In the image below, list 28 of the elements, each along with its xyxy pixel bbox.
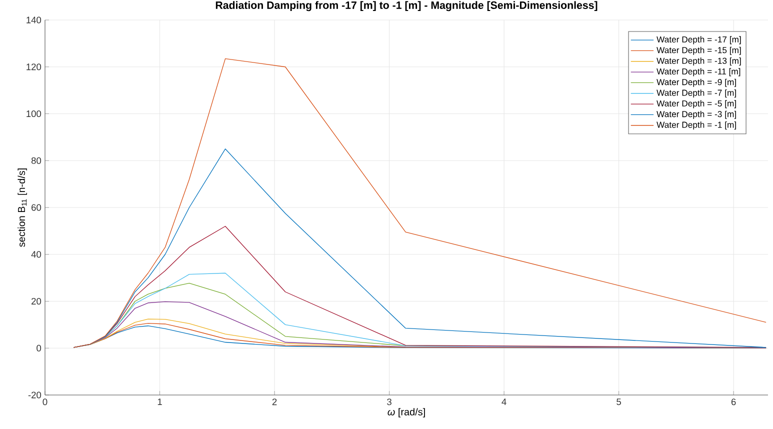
legend-label: Water Depth = -17 [m]: [656, 36, 741, 44]
x-tick-label: 6: [731, 398, 736, 406]
legend-label: Water Depth = -7 [m]: [656, 89, 736, 98]
y-tick-label: 0: [36, 344, 42, 352]
y-tick-label: 40: [31, 251, 42, 258]
legend-label: Water Depth = -9 [m]: [656, 78, 736, 87]
y-axis-title: section B$_{11}$ [n-d/s]: [18, 168, 27, 247]
y-tick-label: 80: [31, 157, 42, 164]
x-tick-label: 2: [272, 398, 277, 406]
legend-label: Water Depth = -5 [m]: [656, 100, 736, 108]
y-tick-label: 120: [26, 64, 42, 70]
x-tick-label: 1: [158, 398, 162, 405]
legend-label: Water Depth = -15 [m]: [656, 46, 741, 55]
x-tick-label: 4: [502, 398, 506, 405]
y-tick-label: -20: [28, 392, 42, 398]
x-tick-label: 5: [616, 398, 621, 406]
y-tick-label: 60: [32, 204, 42, 211]
y-tick-label: 100: [26, 110, 42, 118]
x-tick-label: 3: [387, 398, 392, 406]
y-tick-label: 20: [32, 298, 42, 305]
chart-title: Radiation Damping from -17 [m] to -1 [m] - Magnitude [Semi-Dimensionless]: [216, 1, 598, 12]
x-axis-title: ω [rad/s]: [388, 408, 425, 418]
legend-label: Water Depth = -11 [m]: [656, 68, 740, 76]
y-tick-label: 140: [26, 16, 42, 24]
legend-label: Water Depth = -1 [m]: [656, 121, 736, 130]
legend-label: Water Depth = -13 [m]: [656, 58, 741, 66]
x-tick-label: 0: [42, 398, 48, 406]
legend-label: Water Depth = -3 [m]: [656, 110, 736, 119]
